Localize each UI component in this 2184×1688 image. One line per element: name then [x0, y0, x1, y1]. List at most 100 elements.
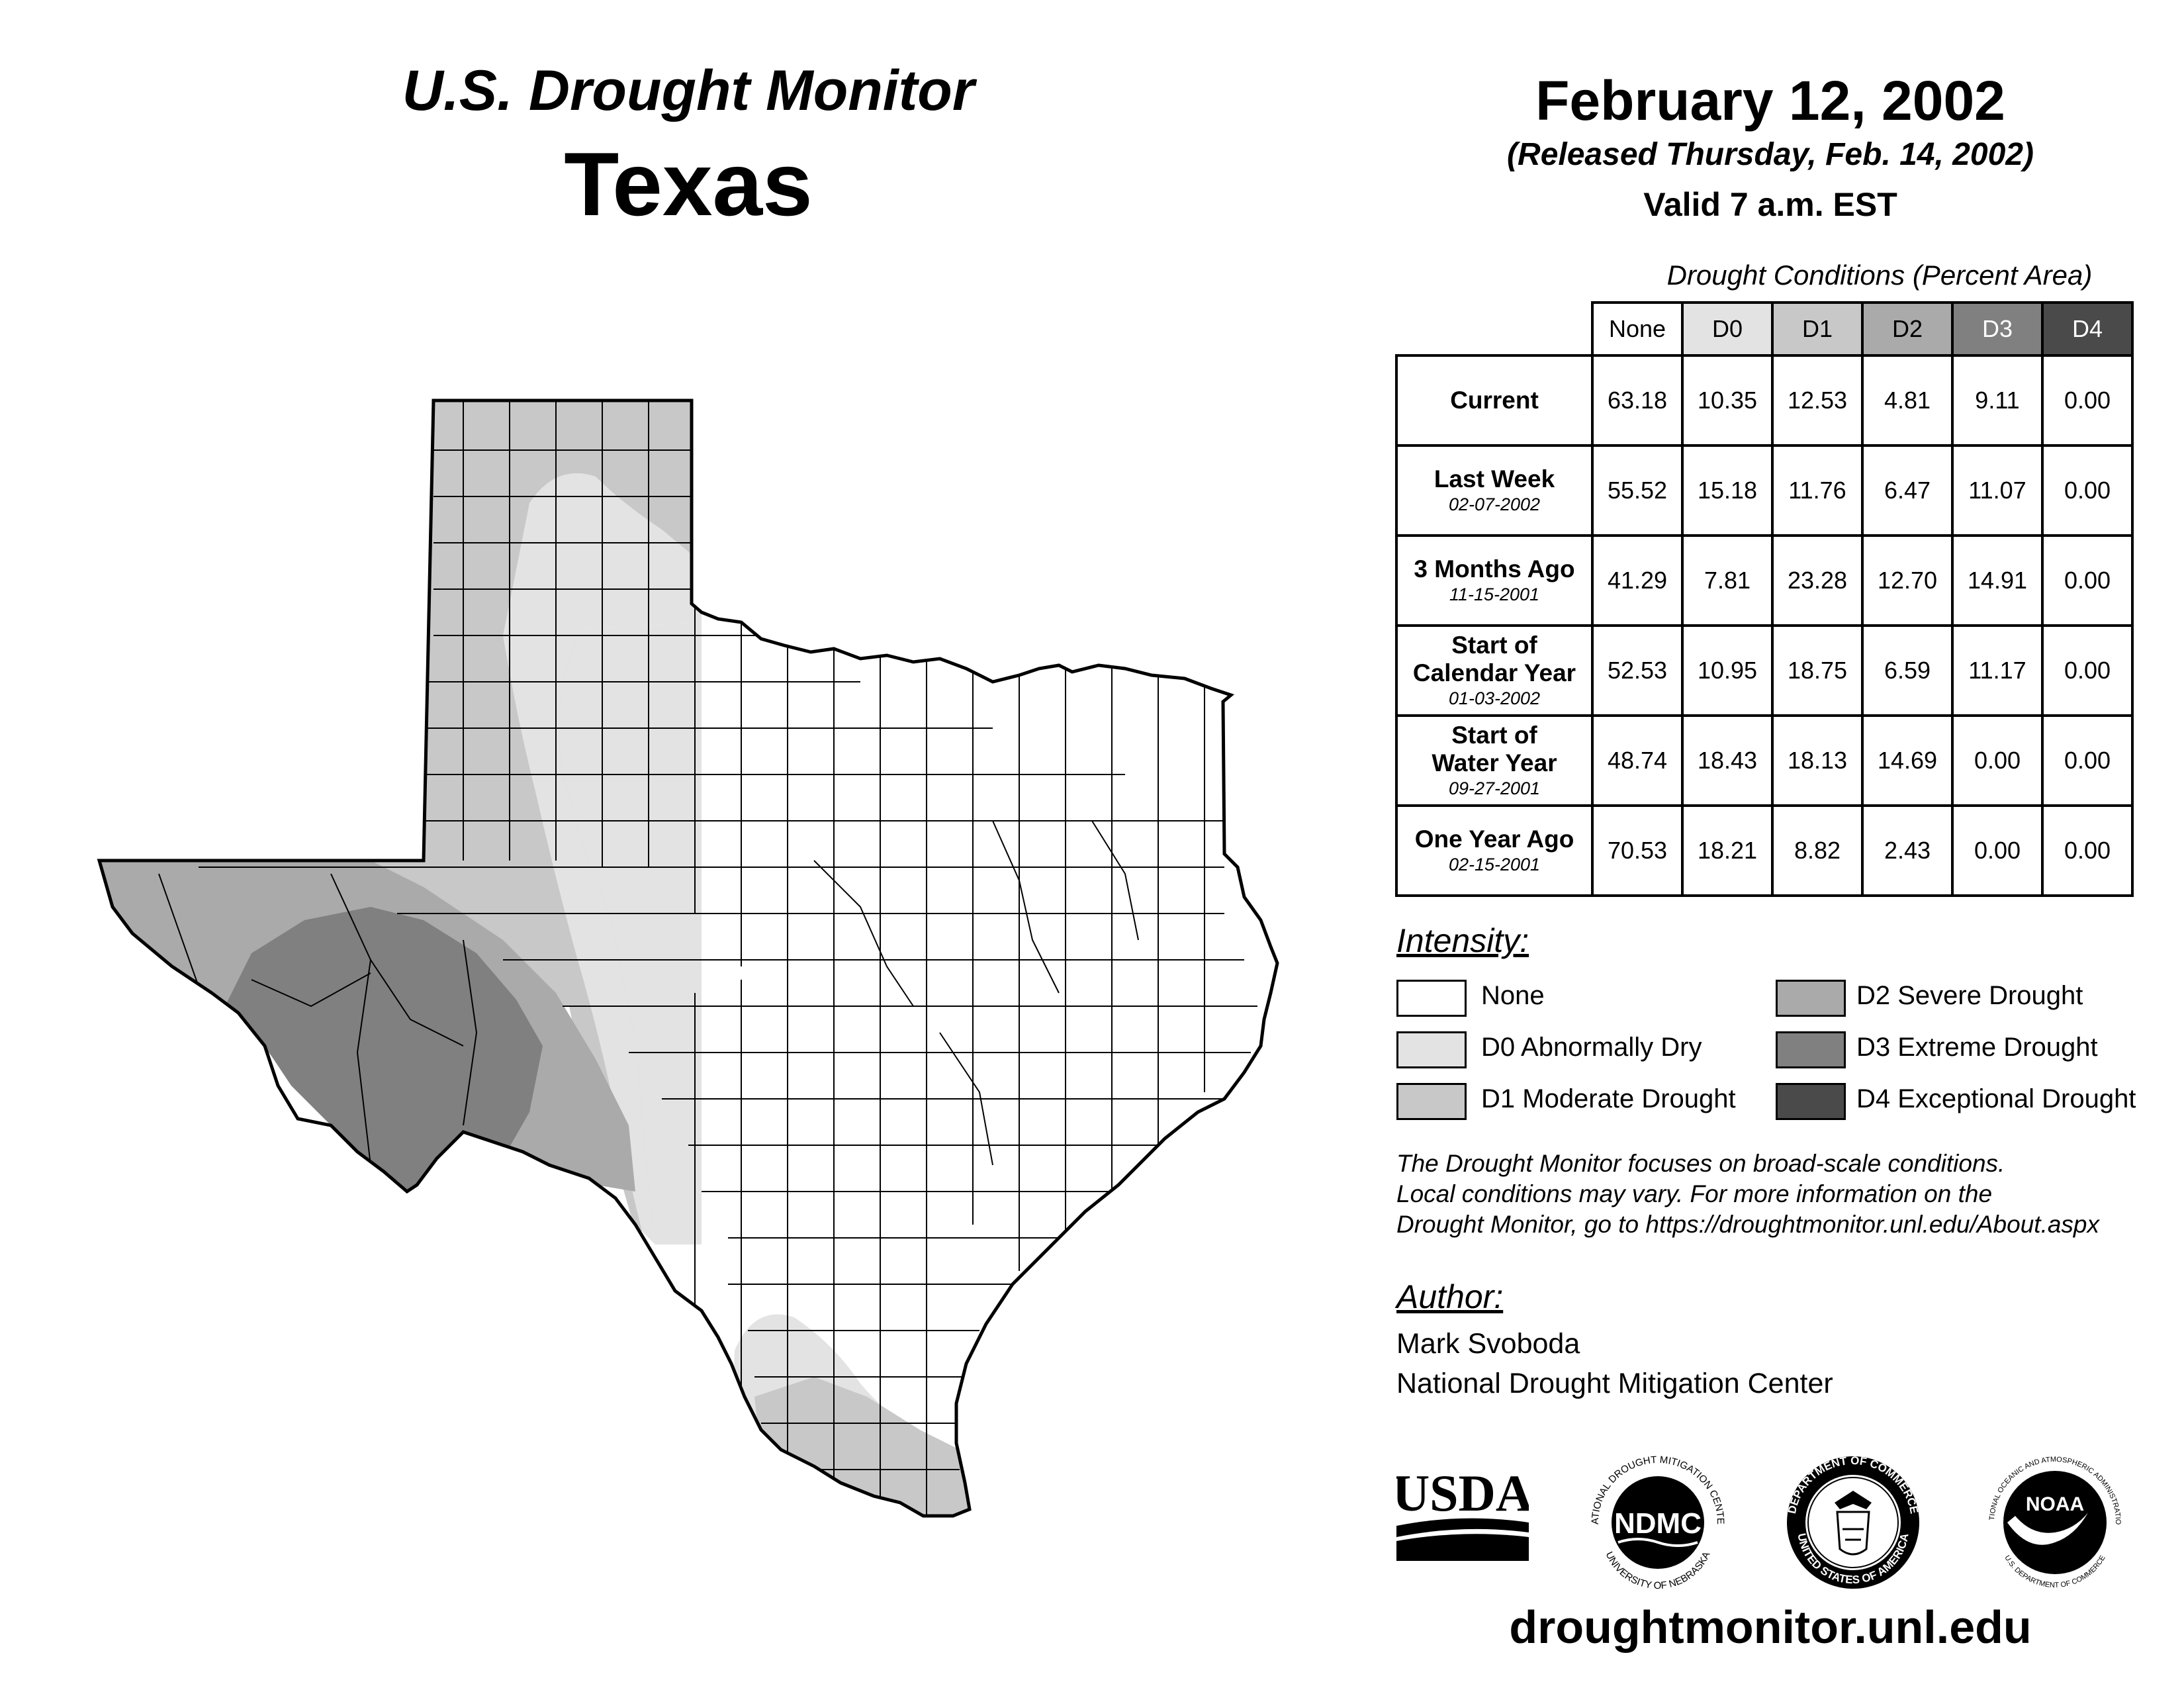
row-date: 02-15-2001	[1448, 855, 1541, 874]
row-label: 3 Months Ago 11-15-2001	[1395, 534, 1594, 627]
legend-swatch-d2	[1776, 980, 1846, 1017]
cell-value: 11.76	[1771, 444, 1864, 537]
drought-area-d0-band	[503, 473, 702, 1244]
map-date: February 12, 2002	[1535, 70, 2005, 132]
author-name: Mark Svoboda	[1396, 1328, 1580, 1360]
ndmc-logo-text: NDMC	[1614, 1507, 1702, 1540]
valid-time: Valid 7 a.m. EST	[1643, 186, 1897, 223]
cell-value: 18.13	[1771, 714, 1864, 807]
usda-logo: USDA	[1396, 1464, 1529, 1561]
author-org: National Drought Mitigation Center	[1396, 1368, 1833, 1399]
legend-swatch-d4	[1776, 1083, 1846, 1120]
row-label-text: Water Year	[1432, 749, 1557, 776]
cell-value: 0.00	[2041, 534, 2134, 627]
ndmc-logo: NDMC NATIONAL DROUGHT MITIGATION CENTER …	[1578, 1443, 1726, 1591]
state-title: Texas	[564, 134, 813, 234]
cell-value: 18.43	[1681, 714, 1774, 807]
cell-value: 70.53	[1591, 804, 1684, 897]
usda-logo-text: USDA	[1396, 1464, 1529, 1522]
cell-value: 0.00	[2041, 804, 2134, 897]
legend-label-d2: D2 Severe Drought	[1856, 981, 2083, 1010]
col-d2: D2	[1861, 301, 1954, 357]
disclaimer-note: The Drought Monitor focuses on broad-sca…	[1396, 1149, 2177, 1240]
cell-value: 9.11	[1951, 354, 2044, 447]
cell-value: 15.18	[1681, 444, 1774, 537]
cell-value: 0.00	[2041, 444, 2134, 537]
cell-value: 11.07	[1951, 444, 2044, 537]
row-label-text: 3 Months Ago	[1414, 555, 1575, 583]
row-label: Current	[1395, 354, 1594, 447]
note-line: Local conditions may vary. For more info…	[1396, 1180, 1993, 1207]
legend-swatch-none	[1396, 980, 1467, 1017]
legend-swatch-d3	[1776, 1031, 1846, 1068]
cell-value: 52.53	[1591, 624, 1684, 717]
cell-value: 0.00	[1951, 804, 2044, 897]
cell-value: 0.00	[2041, 354, 2134, 447]
map-title: U.S. Drought Monitor	[402, 59, 975, 122]
row-label-text: Calendar Year	[1412, 659, 1576, 686]
legend-label-d3: D3 Extreme Drought	[1856, 1033, 2098, 1062]
commerce-seal-logo: DEPARTMENT OF COMMERCE UNITED STATES OF …	[1786, 1454, 1921, 1589]
col-d3: D3	[1951, 301, 2044, 357]
drought-table: None D0 D1 D2 D3 D4 Current 63.18 10.35 …	[1395, 301, 2134, 897]
texas-map	[97, 399, 1279, 1518]
cell-value: 10.35	[1681, 354, 1774, 447]
row-label-text: Start of	[1451, 722, 1537, 749]
author-heading: Author:	[1396, 1278, 1504, 1315]
author-block: Mark Svoboda National Drought Mitigation…	[1396, 1324, 1833, 1403]
cell-value: 0.00	[1951, 714, 2044, 807]
cell-value: 11.17	[1951, 624, 2044, 717]
row-label-text: Last Week	[1433, 465, 1555, 492]
cell-value: 12.53	[1771, 354, 1864, 447]
legend-heading: Intensity:	[1396, 922, 1529, 959]
table-row-water-year: Start of Water Year 09-27-2001 48.74 18.43…	[1395, 714, 2134, 807]
row-date: 11-15-2001	[1449, 585, 1540, 604]
cell-value: 12.70	[1861, 534, 1954, 627]
county-lines	[158, 400, 1257, 1516]
cell-value: 55.52	[1591, 444, 1684, 537]
legend-label-d4: D4 Exceptional Drought	[1856, 1084, 2136, 1113]
note-line: The Drought Monitor focuses on broad-sca…	[1396, 1150, 2005, 1177]
table-header-row: None D0 D1 D2 D3 D4	[1396, 301, 2134, 357]
cell-value: 10.95	[1681, 624, 1774, 717]
table-row-current: Current 63.18 10.35 12.53 4.81 9.11 0.00	[1395, 354, 2134, 447]
table-row-3-months: 3 Months Ago 11-15-2001 41.29 7.81 23.28 …	[1395, 534, 2134, 627]
cell-value: 0.00	[2041, 624, 2134, 717]
cell-value: 18.21	[1681, 804, 1774, 897]
footer-url[interactable]: droughtmonitor.unl.edu	[1509, 1601, 2032, 1653]
cell-value: 14.91	[1951, 534, 2044, 627]
col-d4: D4	[2041, 301, 2134, 357]
state-outline	[97, 399, 1279, 1518]
row-date: 09-27-2001	[1448, 778, 1541, 798]
col-none: None	[1591, 301, 1684, 357]
row-date: 01-03-2002	[1448, 688, 1541, 708]
table-corner	[1396, 303, 1594, 357]
row-label: Last Week 02-07-2002	[1395, 444, 1594, 537]
drought-area-d0-panhandle	[529, 473, 702, 1244]
cell-value: 2.43	[1861, 804, 1954, 897]
cell-value: 4.81	[1861, 354, 1954, 447]
legend-swatch-d1	[1396, 1083, 1467, 1120]
cell-value: 6.59	[1861, 624, 1954, 717]
cell-value: 14.69	[1861, 714, 1954, 807]
legend-label-d0: D0 Abnormally Dry	[1481, 1033, 1702, 1062]
cell-value: 23.28	[1771, 534, 1864, 627]
release-date: (Released Thursday, Feb. 14, 2002)	[1507, 137, 2034, 172]
cell-value: 7.81	[1681, 534, 1774, 627]
row-label: Start of Calendar Year 01-03-2002	[1395, 624, 1594, 717]
legend-label-d1: D1 Moderate Drought	[1481, 1084, 1736, 1113]
row-label-text: Current	[1450, 387, 1539, 414]
table-caption: Drought Conditions (Percent Area)	[1666, 259, 2093, 291]
noaa-logo-text: NOAA	[2026, 1493, 2084, 1515]
row-date: 02-07-2002	[1448, 494, 1541, 514]
legend-label-none: None	[1481, 981, 1545, 1010]
noaa-logo: NOAA NATIONAL OCEANIC AND ATMOSPHERIC AD…	[1976, 1443, 2122, 1589]
table-row-one-year: One Year Ago 02-15-2001 70.53 18.21 8.82 …	[1395, 804, 2134, 897]
legend-swatch-d0	[1396, 1031, 1467, 1068]
row-label: Start of Water Year 09-27-2001	[1395, 714, 1594, 807]
table-row-calendar-year: Start of Calendar Year 01-03-2002 52.53 10…	[1395, 624, 2134, 717]
row-label-text: One Year Ago	[1414, 825, 1574, 853]
row-label-text: Start of	[1451, 632, 1537, 659]
cell-value: 8.82	[1771, 804, 1864, 897]
cell-value: 48.74	[1591, 714, 1684, 807]
